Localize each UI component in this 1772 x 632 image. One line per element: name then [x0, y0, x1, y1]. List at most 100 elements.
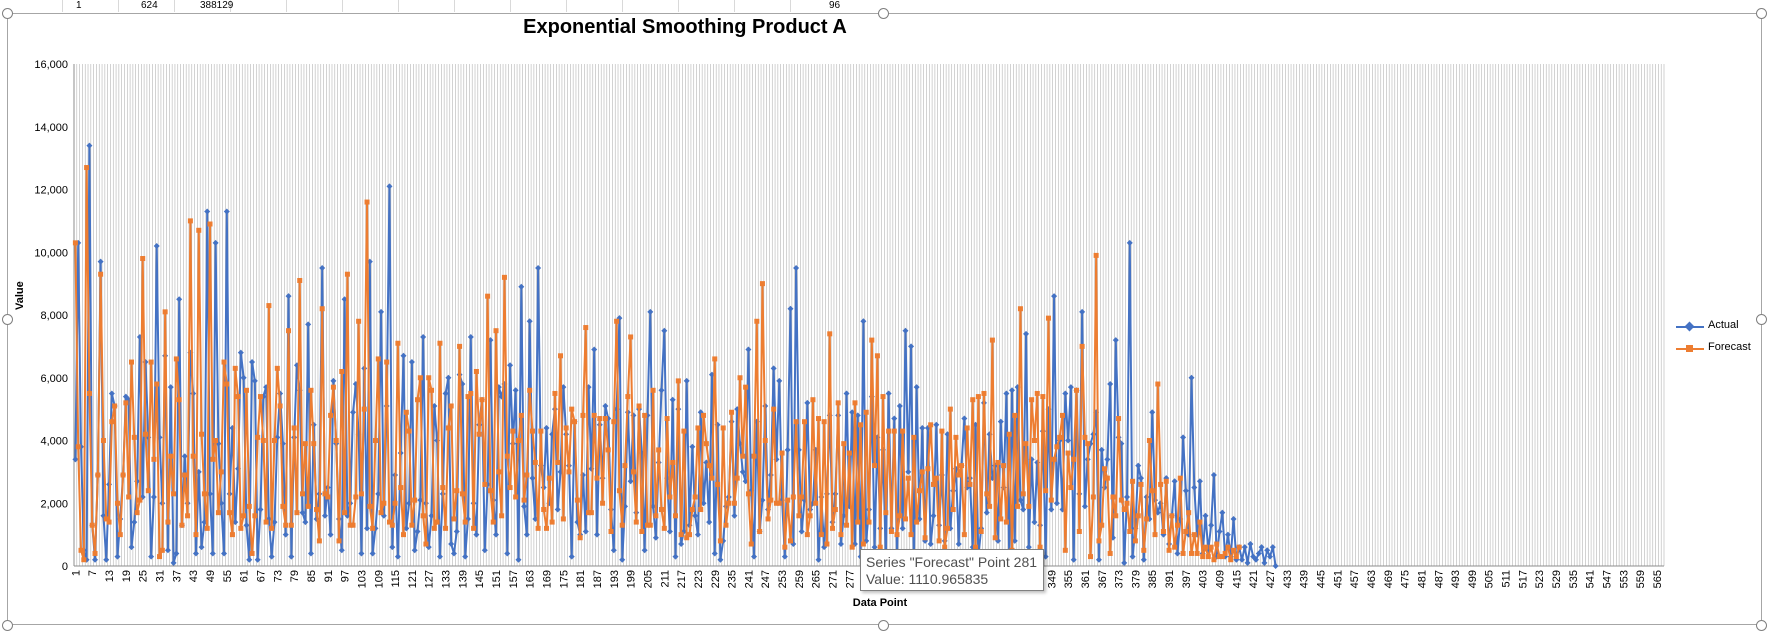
data-point-actual [837, 541, 844, 548]
data-point-forecast [706, 463, 712, 469]
data-point-actual [403, 525, 410, 532]
data-point-forecast [1197, 519, 1203, 525]
x-tick-label: 487 [1433, 570, 1445, 588]
data-point-actual [389, 544, 396, 551]
y-axis-title[interactable]: Value [14, 281, 26, 310]
data-point-forecast [187, 218, 193, 224]
data-point-forecast [459, 491, 465, 497]
data-point-forecast [1068, 485, 1074, 491]
x-tick-label: 43 [188, 570, 200, 582]
resize-handle[interactable] [1756, 314, 1767, 325]
data-point-forecast [914, 519, 920, 525]
x-tick-label: 25 [138, 570, 150, 582]
data-point-forecast [984, 491, 990, 497]
resize-handle[interactable] [1756, 8, 1767, 19]
x-tick-label: 247 [760, 570, 772, 588]
data-point-actual [784, 446, 791, 453]
resize-handle[interactable] [878, 8, 889, 19]
resize-handle[interactable] [2, 620, 13, 631]
data-point-forecast [1138, 481, 1144, 487]
data-point-forecast [454, 488, 460, 494]
data-point-forecast [372, 438, 378, 443]
legend-label-forecast: Forecast [1708, 341, 1751, 353]
data-point-forecast [849, 544, 855, 550]
x-tick-label: 241 [743, 570, 755, 588]
data-point-actual [282, 531, 289, 538]
data-point-forecast [886, 428, 892, 434]
data-point-forecast [1228, 557, 1234, 563]
data-point-forecast [308, 387, 314, 393]
resize-handle[interactable] [2, 314, 13, 325]
cell-value[interactable]: 624 [141, 0, 158, 11]
resize-handle[interactable] [2, 8, 13, 19]
data-point-actual [108, 390, 115, 397]
data-point-forecast [1006, 431, 1012, 437]
data-point-forecast [314, 507, 320, 513]
data-point-actual [170, 559, 177, 566]
y-tick-label: 4,000 [40, 436, 68, 448]
cell-border [566, 0, 567, 12]
data-point-forecast [193, 532, 199, 538]
data-point-actual [251, 377, 258, 384]
data-point-forecast [900, 428, 906, 434]
data-point-forecast [1079, 343, 1085, 349]
data-point-actual [523, 531, 530, 538]
legend-label-actual: Actual [1708, 319, 1739, 331]
data-point-forecast [1031, 438, 1037, 443]
x-axis-title[interactable]: Data Point [852, 597, 908, 609]
data-point-forecast [100, 438, 106, 443]
resize-handle[interactable] [1756, 620, 1767, 631]
data-point-forecast [1057, 434, 1063, 440]
x-tick-label: 499 [1467, 570, 1479, 588]
data-point-forecast [288, 522, 294, 528]
data-point-forecast [863, 409, 869, 415]
data-point-forecast [560, 516, 566, 522]
cell-border [790, 0, 791, 12]
data-point-forecast [224, 381, 230, 387]
data-point-forecast [552, 390, 558, 396]
data-point-forecast [1040, 394, 1046, 400]
cell-value[interactable]: 96 [829, 0, 841, 11]
data-point-forecast [120, 472, 126, 478]
data-point-forecast [835, 400, 841, 406]
data-point-forecast [140, 256, 146, 262]
chart-title[interactable]: Exponential Smoothing Product A [523, 16, 847, 38]
data-point-forecast [527, 387, 533, 393]
data-point-actual [1070, 556, 1077, 563]
data-point-actual [683, 377, 690, 384]
data-point-actual [860, 318, 867, 325]
data-point-forecast [336, 538, 342, 544]
data-point-actual [192, 550, 199, 557]
data-point-forecast [330, 384, 336, 390]
data-point-forecast [462, 519, 468, 525]
data-point-forecast [597, 416, 603, 422]
data-point-forecast [905, 475, 911, 481]
x-tick-label: 85 [306, 570, 318, 582]
data-point-actual [1182, 487, 1189, 494]
data-point-forecast [392, 500, 398, 506]
data-point-forecast [1051, 456, 1057, 462]
data-point-actual [1003, 390, 1010, 397]
x-tick-label: 91 [323, 570, 335, 582]
data-point-forecast [992, 535, 998, 541]
data-point-actual [661, 327, 668, 334]
cell-value[interactable]: 1 [76, 0, 82, 11]
data-point-forecast [653, 513, 659, 519]
data-point-forecast [799, 494, 805, 500]
data-point-forecast [689, 507, 695, 513]
data-point-actual [299, 509, 306, 516]
data-point-forecast [269, 525, 275, 531]
cell-value[interactable]: 388129 [200, 0, 234, 11]
data-point-actual [243, 522, 250, 529]
resize-handle[interactable] [878, 620, 889, 631]
data-point-actual [350, 409, 357, 416]
data-point-forecast [86, 390, 92, 396]
data-point-forecast [490, 519, 496, 525]
data-point-forecast [1141, 547, 1147, 553]
data-point-forecast [451, 516, 457, 522]
data-point-forecast [759, 281, 765, 287]
data-point-actual [131, 519, 138, 526]
x-tick-label: 253 [777, 570, 789, 588]
data-point-actual [711, 550, 718, 557]
